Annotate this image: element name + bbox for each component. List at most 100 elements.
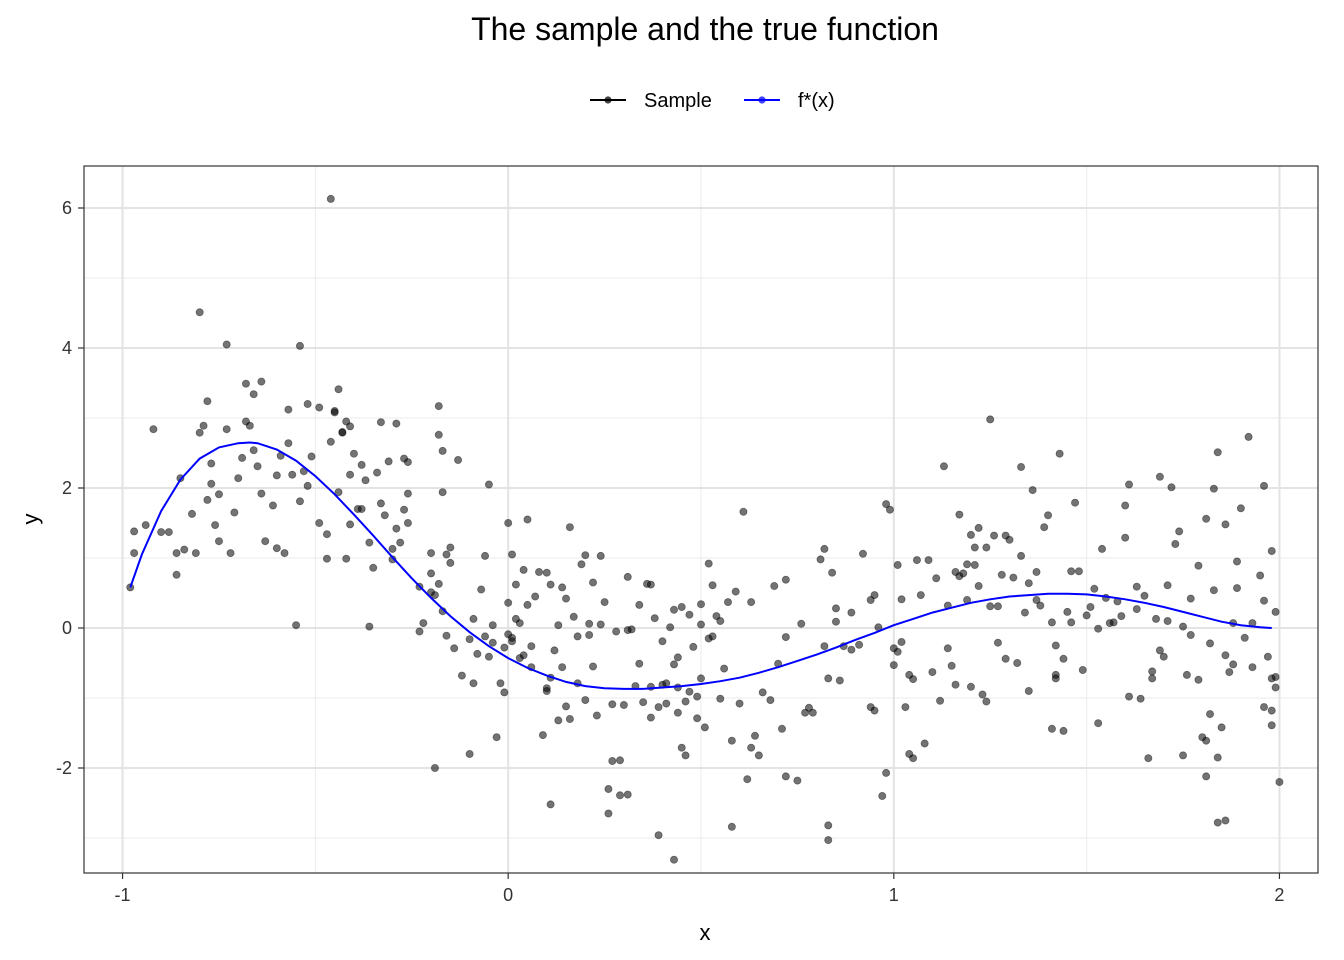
sample-point [361,476,370,485]
y-tick-label: -2 [56,758,72,778]
y-tick-label: 4 [62,338,72,358]
sample-point [866,596,875,605]
sample-point [1009,573,1018,582]
sample-point [1194,561,1203,570]
sample-point [1094,624,1103,633]
sample-point [376,499,385,508]
sample-point [770,582,779,591]
sample-point [1059,654,1068,663]
sample-point [966,682,975,691]
plot-panel-border [83,165,1319,874]
sample-point [295,497,304,506]
sample-point [1221,520,1230,529]
sample-point [909,675,918,684]
sample-point [1221,816,1230,825]
sample-point [797,619,806,628]
sample-point [1051,641,1060,650]
legend-label-sample: Sample [644,90,712,112]
sample-point [1017,462,1026,471]
sample-point [1148,667,1157,676]
sample-point [1047,618,1056,627]
sample-point [157,528,166,537]
sample-point [1202,772,1211,781]
sample-point [1020,608,1029,617]
sample-point [781,772,790,781]
sample-point [400,505,409,514]
sample-point [226,549,235,558]
sample-point [465,750,474,759]
sample-point [1202,514,1211,523]
sample-point [1136,694,1145,703]
sample-point [465,635,474,644]
sample-point [376,418,385,427]
sample-point [596,551,605,560]
sample-point [334,385,343,394]
sample-point [673,653,682,662]
sample-point [712,612,721,621]
sample-point [573,632,582,641]
sample-point [1013,659,1022,668]
sample-point [1186,631,1195,640]
sample-point [349,449,358,458]
sample-point [1121,533,1130,542]
sample-point [1206,710,1215,719]
sample-point [481,632,490,641]
sample-point [831,617,840,626]
sample-point [1032,568,1041,577]
sample-point [743,775,752,784]
sample-point [403,519,412,528]
sample-point [342,554,351,563]
sample-point [793,776,802,785]
sample-point [130,549,139,558]
sample-points-layer [126,194,1284,864]
sample-point [515,619,524,628]
sample-point [816,555,825,564]
y-tick-label: 0 [62,618,72,638]
sample-point [1213,448,1222,457]
sample-point [604,785,613,794]
sample-point [697,600,706,609]
sample-point [558,583,567,592]
sample-point [500,643,509,652]
sample-point [1240,633,1249,642]
sample-point [820,544,829,553]
sample-point [396,538,405,547]
sample-point [608,757,617,766]
sample-point [704,559,713,568]
sample-point [195,308,204,317]
sample-point [357,504,366,513]
sample-point [211,521,220,530]
sample-point [824,836,833,845]
sample-point [1121,501,1130,510]
sample-point [970,561,979,570]
sample-point [731,587,740,596]
sample-point [801,708,810,717]
sample-point [1098,544,1107,553]
sample-point [1109,618,1118,627]
sample-point [492,733,501,742]
sample-point [693,714,702,723]
sample-point [253,462,262,471]
sample-point [585,631,594,640]
sample-point [831,604,840,613]
sample-point [1206,639,1215,648]
sample-point [419,619,428,628]
sample-point [808,708,817,717]
sample-point [990,531,999,540]
sample-point [346,422,355,431]
sample-point [870,591,879,600]
sample-point [716,617,725,626]
sample-point [646,580,655,589]
sample-point [1148,674,1157,683]
sample-point [322,554,331,563]
sample-point [562,594,571,603]
sample-point [1024,687,1033,696]
sample-point [1267,547,1276,556]
sample-point [241,379,250,388]
sample-point [804,703,813,712]
sample-point [457,671,466,680]
sample-point [662,679,671,688]
sample-point [249,390,258,399]
sample-point [623,572,632,581]
